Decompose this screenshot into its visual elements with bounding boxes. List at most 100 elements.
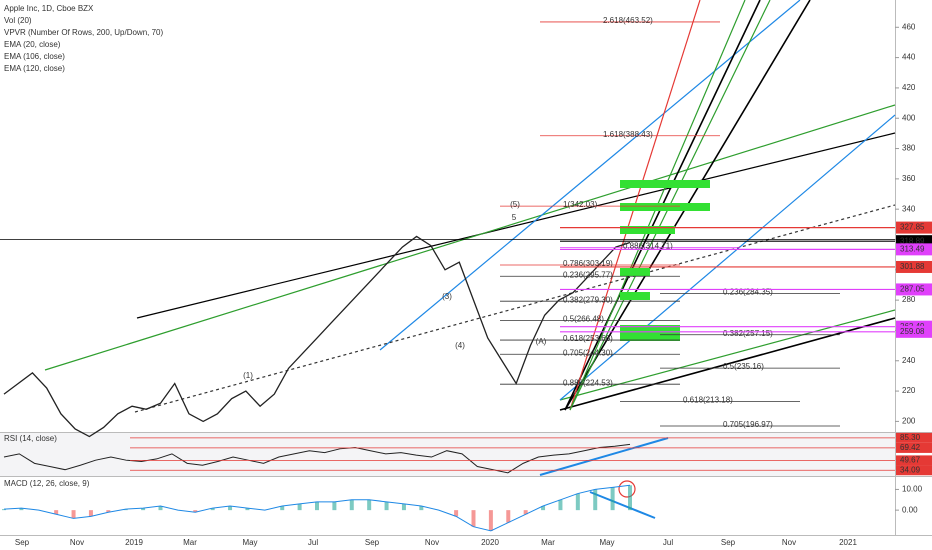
macd-bar xyxy=(541,506,546,511)
macd-bar xyxy=(349,499,354,511)
macd-bar xyxy=(193,510,198,513)
macd-bar xyxy=(123,509,128,511)
x-tick-label: Nov xyxy=(782,538,796,547)
fib-label: 2.618(463.52) xyxy=(603,16,653,25)
macd-label: MACD (12, 26, close, 9) xyxy=(4,479,90,488)
y-tick-label: 360 xyxy=(902,174,916,183)
price-tag xyxy=(896,325,932,338)
fib-label: 0.886(224.53) xyxy=(563,378,613,387)
legend-entry: EMA (106, close) xyxy=(4,52,65,61)
wave-label: (3) xyxy=(442,292,452,301)
x-tick-label: May xyxy=(599,538,614,547)
y-tick-label: 420 xyxy=(902,83,916,92)
x-tick-label: Nov xyxy=(425,538,439,547)
macd-tick-label: 0.00 xyxy=(902,505,918,514)
x-tick-label: May xyxy=(242,538,257,547)
fib-label: 0.705(196.97) xyxy=(723,420,773,429)
macd-bar xyxy=(628,485,632,511)
legend-entry: Vol (20) xyxy=(4,16,32,25)
x-tick-label: Jul xyxy=(663,538,673,547)
macd-bar xyxy=(332,501,337,511)
rsi-pane xyxy=(0,433,895,476)
macd-bar xyxy=(419,506,424,511)
fib-label: 0.705(244.30) xyxy=(563,348,613,357)
legend-entry: VPVR (Number Of Rows, 200, Up/Down, 70) xyxy=(4,28,164,37)
fib-label: 0.382(279.30) xyxy=(563,295,613,304)
fib-label: 0.236(284.35) xyxy=(723,288,773,297)
x-tick-label: Nov xyxy=(70,538,84,547)
price-tag-label: 259.08 xyxy=(900,327,925,336)
macd-bar xyxy=(106,510,111,513)
price-tag-label: 313.49 xyxy=(900,244,925,253)
macd-bar xyxy=(488,510,493,531)
macd-bar xyxy=(88,510,93,517)
x-tick-label: Sep xyxy=(365,538,380,547)
macd-bar xyxy=(158,506,163,511)
x-tick-label: Sep xyxy=(721,538,736,547)
macd-bar xyxy=(19,508,24,511)
macd-bar xyxy=(245,508,250,511)
wave-label: 5 xyxy=(512,213,517,222)
fib-label: 0.618(213.18) xyxy=(683,396,733,405)
fib-label: 1(342.03) xyxy=(563,200,598,209)
rsi-tag-label: 34.09 xyxy=(900,465,921,474)
wave-label: (4) xyxy=(455,341,465,350)
x-tick-label: Mar xyxy=(183,538,197,547)
price-tag-label: 327.85 xyxy=(900,223,925,232)
y-tick-label: 340 xyxy=(902,204,916,213)
x-tick-label: Sep xyxy=(15,538,30,547)
fib-label: 0.786(303.19) xyxy=(563,259,613,268)
rsi-tag-label: 49.67 xyxy=(900,456,921,465)
macd-bar xyxy=(2,509,6,511)
macd-bar xyxy=(558,499,563,511)
x-tick-label: 2019 xyxy=(125,538,143,547)
macd-bar xyxy=(523,510,528,515)
x-tick-label: Mar xyxy=(541,538,555,547)
y-tick-label: 460 xyxy=(902,22,916,31)
fib-label: 0.5(235.16) xyxy=(723,362,764,371)
macd-bar xyxy=(315,501,319,511)
fib-label: 0.886(314.71) xyxy=(623,242,673,251)
macd-bar xyxy=(384,501,389,511)
rsi-tag-label: 69.42 xyxy=(900,443,921,452)
price-tag xyxy=(896,221,932,234)
price-line xyxy=(3,235,631,438)
price-tag-label: 301.88 xyxy=(900,262,925,271)
price-tag xyxy=(896,283,932,296)
legend-entry: Apple Inc, 1D, Cboe BZX xyxy=(4,4,94,13)
macd-bar xyxy=(210,508,215,511)
macd-bar xyxy=(280,506,285,511)
rsi-tag xyxy=(896,465,932,476)
fib-label: 0.382(257.15) xyxy=(723,329,773,338)
y-tick-label: 200 xyxy=(902,416,916,425)
y-tick-label: 220 xyxy=(902,386,916,395)
rsi-tag-label: 85.30 xyxy=(900,433,921,442)
x-tick-label: Jul xyxy=(308,538,318,547)
macd-bar xyxy=(297,503,302,511)
macd-tick-label: 10.00 xyxy=(902,485,923,494)
fib-label: 0.236(295.77) xyxy=(563,270,613,279)
macd-bar xyxy=(228,506,233,511)
macd-bar xyxy=(593,489,598,511)
y-tick-label: 400 xyxy=(902,113,916,122)
macd-bar xyxy=(610,487,615,511)
fib-label: 0.618(253.66) xyxy=(563,334,613,343)
rsi-tag xyxy=(896,455,932,466)
x-tick-label: 2021 xyxy=(839,538,857,547)
macd-bar xyxy=(141,508,146,511)
macd-bar xyxy=(506,510,511,523)
y-tick-label: 240 xyxy=(902,356,916,365)
macd-bar xyxy=(575,493,580,511)
fib-label: 1.618(388.43) xyxy=(603,130,653,139)
x-tick-label: 2020 xyxy=(481,538,499,547)
price-tag xyxy=(896,243,932,256)
legend-entry: EMA (20, close) xyxy=(4,40,61,49)
price-tag-label: 287.05 xyxy=(900,285,925,294)
macd-bar xyxy=(401,503,406,511)
y-tick-label: 280 xyxy=(902,295,916,304)
rsi-tag xyxy=(896,432,932,443)
wave-label: (5) xyxy=(510,200,520,209)
macd-bar xyxy=(367,499,372,511)
fib-label: 0.5(266.48) xyxy=(563,315,604,324)
